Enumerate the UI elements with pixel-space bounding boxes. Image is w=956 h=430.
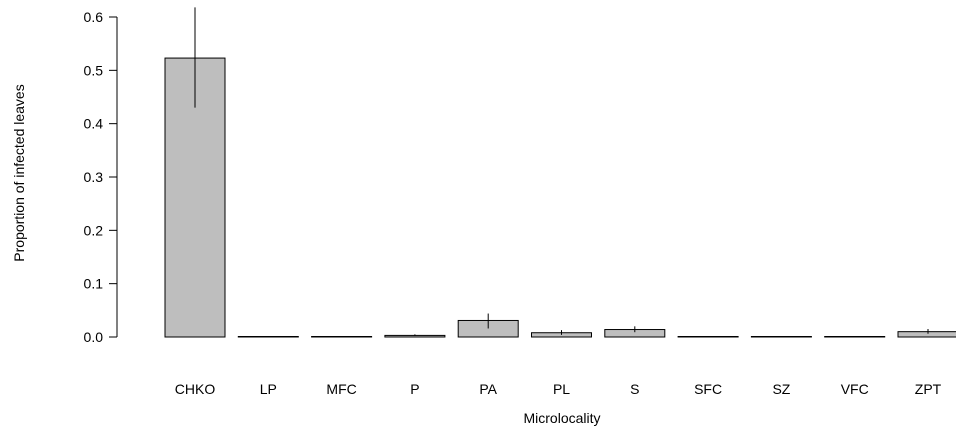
y-axis-title: Proportion of infected leaves [11,84,27,261]
y-axis: 0.0 0.1 0.2 0.3 0.4 0.5 0.6 [84,9,118,345]
y-tick-label: 0.1 [84,276,104,292]
y-tick-label: 0.0 [84,329,104,345]
x-tick-label-zpt: ZPT [915,381,942,397]
y-tick-label: 0.5 [84,62,104,78]
y-tick-label: 0.2 [84,222,104,238]
x-tick-label-pl: PL [553,381,570,397]
x-tick-label-pa: PA [479,381,497,397]
x-tick-label-s: S [630,381,639,397]
x-axis-title: Microlocality [523,410,600,426]
x-tick-labels: CHKO LP MFC P PA PL S SFC SZ VFC ZPT [175,381,942,397]
x-tick-label-mfc: MFC [326,381,356,397]
x-tick-label-sz: SZ [772,381,790,397]
x-tick-label-sfc: SFC [694,381,722,397]
x-tick-label-p: P [410,381,419,397]
bar-lp [237,336,299,338]
y-tick-label: 0.6 [84,9,104,25]
x-tick-label-lp: LP [260,381,277,397]
bars [164,57,956,338]
x-tick-label-vfc: VFC [841,381,869,397]
bar-vfc [824,336,886,338]
bar-mfc [311,336,373,338]
x-tick-label-chko: CHKO [175,381,216,397]
y-tick-label: 0.3 [84,169,104,185]
y-tick-label: 0.4 [84,116,104,132]
bar-sz [750,336,812,338]
error-bars [194,7,929,337]
bar-zpt [897,331,956,338]
